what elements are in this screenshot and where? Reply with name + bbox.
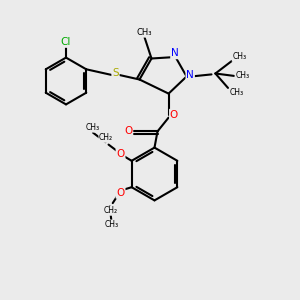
- Text: S: S: [112, 68, 119, 79]
- Text: CH₂: CH₂: [103, 206, 117, 215]
- Text: CH₂: CH₂: [99, 133, 113, 142]
- Text: O: O: [116, 148, 125, 159]
- Text: O: O: [116, 188, 125, 198]
- Text: CH₃: CH₃: [235, 70, 250, 80]
- Text: CH₃: CH₃: [230, 88, 244, 97]
- Text: CH₃: CH₃: [105, 220, 119, 229]
- Text: CH₃: CH₃: [136, 28, 152, 37]
- Text: Cl: Cl: [61, 37, 71, 47]
- Text: CH₃: CH₃: [86, 123, 100, 132]
- Text: N: N: [171, 48, 179, 59]
- Text: N: N: [186, 70, 194, 80]
- Text: CH₃: CH₃: [232, 52, 247, 61]
- Text: O: O: [124, 126, 132, 136]
- Text: O: O: [170, 110, 178, 120]
